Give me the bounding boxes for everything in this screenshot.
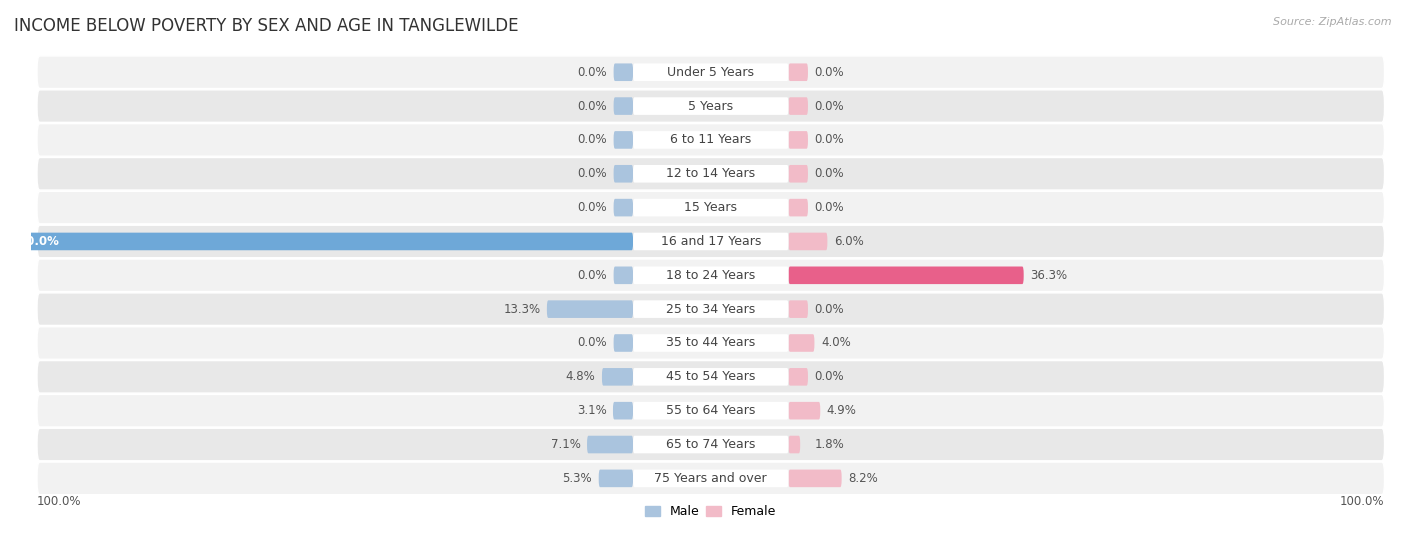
Text: 65 to 74 Years: 65 to 74 Years: [666, 438, 755, 451]
FancyBboxPatch shape: [789, 233, 827, 250]
FancyBboxPatch shape: [789, 300, 808, 318]
Text: 0.0%: 0.0%: [578, 337, 607, 349]
FancyBboxPatch shape: [613, 63, 633, 81]
Text: 100.0%: 100.0%: [37, 495, 82, 508]
FancyBboxPatch shape: [789, 334, 814, 352]
FancyBboxPatch shape: [602, 368, 633, 386]
FancyBboxPatch shape: [613, 165, 633, 183]
Text: 45 to 54 Years: 45 to 54 Years: [666, 370, 755, 383]
FancyBboxPatch shape: [633, 233, 789, 250]
Text: 4.0%: 4.0%: [821, 337, 851, 349]
FancyBboxPatch shape: [633, 368, 789, 386]
Text: 16 and 17 Years: 16 and 17 Years: [661, 235, 761, 248]
FancyBboxPatch shape: [633, 402, 789, 419]
FancyBboxPatch shape: [613, 131, 633, 149]
Text: 0.0%: 0.0%: [578, 134, 607, 146]
Text: 0.0%: 0.0%: [578, 167, 607, 180]
FancyBboxPatch shape: [37, 225, 1385, 258]
FancyBboxPatch shape: [547, 300, 633, 318]
FancyBboxPatch shape: [789, 368, 808, 386]
Text: 55 to 64 Years: 55 to 64 Years: [666, 404, 755, 417]
FancyBboxPatch shape: [633, 199, 789, 216]
Text: 0.0%: 0.0%: [578, 100, 607, 112]
FancyBboxPatch shape: [37, 124, 1385, 156]
FancyBboxPatch shape: [789, 63, 808, 81]
Text: 4.9%: 4.9%: [827, 404, 856, 417]
Text: 75 Years and over: 75 Years and over: [654, 472, 768, 485]
FancyBboxPatch shape: [633, 435, 789, 453]
FancyBboxPatch shape: [37, 56, 1385, 88]
FancyBboxPatch shape: [789, 435, 800, 453]
Text: 0.0%: 0.0%: [578, 66, 607, 79]
Text: 5 Years: 5 Years: [688, 100, 734, 112]
FancyBboxPatch shape: [789, 165, 808, 183]
FancyBboxPatch shape: [37, 259, 1385, 292]
FancyBboxPatch shape: [37, 361, 1385, 393]
Text: 0.0%: 0.0%: [814, 201, 844, 214]
FancyBboxPatch shape: [37, 293, 1385, 325]
FancyBboxPatch shape: [633, 470, 789, 487]
Text: 0.0%: 0.0%: [814, 302, 844, 316]
FancyBboxPatch shape: [633, 165, 789, 183]
FancyBboxPatch shape: [37, 462, 1385, 495]
FancyBboxPatch shape: [37, 158, 1385, 190]
Text: 100.0%: 100.0%: [11, 235, 60, 248]
Text: 13.3%: 13.3%: [503, 302, 540, 316]
FancyBboxPatch shape: [0, 233, 633, 250]
FancyBboxPatch shape: [37, 395, 1385, 427]
FancyBboxPatch shape: [789, 199, 808, 216]
Text: 0.0%: 0.0%: [814, 167, 844, 180]
Text: 0.0%: 0.0%: [578, 201, 607, 214]
Text: 0.0%: 0.0%: [814, 100, 844, 112]
Text: 15 Years: 15 Years: [685, 201, 737, 214]
Text: INCOME BELOW POVERTY BY SEX AND AGE IN TANGLEWILDE: INCOME BELOW POVERTY BY SEX AND AGE IN T…: [14, 17, 519, 35]
Text: 25 to 34 Years: 25 to 34 Years: [666, 302, 755, 316]
Text: 5.3%: 5.3%: [562, 472, 592, 485]
FancyBboxPatch shape: [633, 300, 789, 318]
Text: 6 to 11 Years: 6 to 11 Years: [671, 134, 751, 146]
FancyBboxPatch shape: [613, 97, 633, 115]
Text: 8.2%: 8.2%: [848, 472, 877, 485]
FancyBboxPatch shape: [633, 63, 789, 81]
Text: 0.0%: 0.0%: [814, 66, 844, 79]
Text: 3.1%: 3.1%: [576, 404, 606, 417]
FancyBboxPatch shape: [613, 267, 633, 284]
FancyBboxPatch shape: [37, 191, 1385, 224]
FancyBboxPatch shape: [789, 402, 820, 419]
FancyBboxPatch shape: [789, 97, 808, 115]
FancyBboxPatch shape: [613, 199, 633, 216]
FancyBboxPatch shape: [37, 327, 1385, 359]
Text: 1.8%: 1.8%: [814, 438, 844, 451]
FancyBboxPatch shape: [789, 470, 842, 487]
FancyBboxPatch shape: [789, 267, 1024, 284]
Text: 18 to 24 Years: 18 to 24 Years: [666, 269, 755, 282]
Text: 6.0%: 6.0%: [834, 235, 863, 248]
Text: 12 to 14 Years: 12 to 14 Years: [666, 167, 755, 180]
Text: Source: ZipAtlas.com: Source: ZipAtlas.com: [1274, 17, 1392, 27]
FancyBboxPatch shape: [37, 90, 1385, 122]
Text: 7.1%: 7.1%: [551, 438, 581, 451]
Text: 100.0%: 100.0%: [1340, 495, 1385, 508]
FancyBboxPatch shape: [588, 435, 633, 453]
FancyBboxPatch shape: [789, 131, 808, 149]
Text: 0.0%: 0.0%: [578, 269, 607, 282]
Text: 4.8%: 4.8%: [565, 370, 596, 383]
FancyBboxPatch shape: [599, 470, 633, 487]
FancyBboxPatch shape: [37, 428, 1385, 461]
Text: 35 to 44 Years: 35 to 44 Years: [666, 337, 755, 349]
Text: 36.3%: 36.3%: [1031, 269, 1067, 282]
Text: 0.0%: 0.0%: [814, 370, 844, 383]
FancyBboxPatch shape: [633, 131, 789, 149]
FancyBboxPatch shape: [633, 334, 789, 352]
Text: Under 5 Years: Under 5 Years: [668, 66, 754, 79]
FancyBboxPatch shape: [633, 97, 789, 115]
FancyBboxPatch shape: [613, 402, 633, 419]
FancyBboxPatch shape: [613, 334, 633, 352]
Legend: Male, Female: Male, Female: [640, 500, 782, 523]
FancyBboxPatch shape: [633, 267, 789, 284]
Text: 0.0%: 0.0%: [814, 134, 844, 146]
